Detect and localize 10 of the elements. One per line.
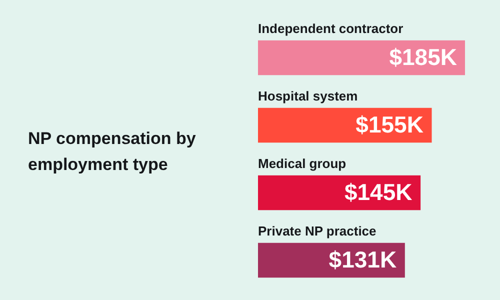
- data-label: $131K: [328, 246, 397, 273]
- bar: [258, 40, 465, 76]
- data-label: $155K: [356, 112, 424, 138]
- data-label: $145K: [344, 179, 413, 206]
- data-label: $185K: [389, 44, 458, 70]
- text: NP compensation by employment type: [28, 128, 197, 176]
- y-tick-label: Private NP practice: [258, 223, 376, 238]
- y-tick-label: Independent contractor: [258, 20, 404, 36]
- y-tick-label: Medical group: [258, 156, 346, 171]
- y-tick-label: Hospital system: [258, 88, 358, 104]
